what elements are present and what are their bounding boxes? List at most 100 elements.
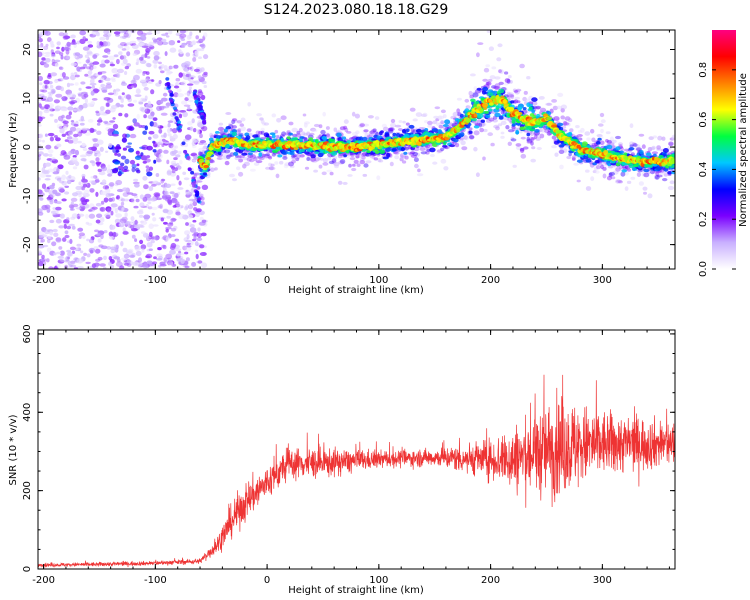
spectrogram-speckle xyxy=(192,233,199,237)
spectrogram-speckle xyxy=(58,225,65,229)
spectrogram-speckle xyxy=(39,82,43,86)
spectrogram-speckle xyxy=(186,245,192,248)
ridge-mark xyxy=(336,129,342,134)
spectrogram-speckle xyxy=(40,61,47,65)
ridge-mark xyxy=(514,89,520,95)
spectrogram-speckle xyxy=(173,157,178,161)
ridge-mark xyxy=(609,142,615,146)
spectrogram-speckle xyxy=(90,90,95,96)
spectrogram-speckle xyxy=(132,83,138,88)
ridge-mark xyxy=(369,154,375,159)
spectrogram-speckle xyxy=(160,178,165,184)
ridge-mark xyxy=(450,115,457,120)
ridge-mark xyxy=(360,122,365,126)
spectrogram-speckle xyxy=(85,261,91,265)
ridge-mark xyxy=(510,138,517,142)
spectrogram-speckle xyxy=(52,207,56,210)
spectrogram-speckle xyxy=(93,246,99,249)
ridge-mark xyxy=(564,116,571,121)
spectrogram-speckle xyxy=(107,51,111,55)
spectrogram-speckle xyxy=(100,206,106,212)
spectrogram-speckle xyxy=(148,248,153,251)
spectrogram-speckle xyxy=(133,74,140,81)
spectrogram-speckle xyxy=(133,195,138,198)
spectrogram-speckle xyxy=(153,55,160,61)
spectrogram-speckle xyxy=(73,123,79,127)
spectrogram-speckle xyxy=(161,33,168,37)
spectrogram-speckle xyxy=(175,82,180,86)
spectrogram-speckle xyxy=(127,103,135,107)
spectrogram-speckle xyxy=(66,41,71,47)
ridge-mark xyxy=(354,113,360,119)
spectrogram-speckle xyxy=(117,153,121,157)
spectrogram-speckle xyxy=(158,80,162,84)
spectrogram-speckle xyxy=(54,50,61,54)
spectrogram-speckle xyxy=(48,106,53,112)
spectrogram-speckle xyxy=(123,262,130,266)
ridge-mark xyxy=(514,96,520,100)
spectrogram-speckle xyxy=(99,263,106,267)
ridge-mark xyxy=(436,122,441,127)
ridge-mark xyxy=(538,96,545,100)
spectrogram-speckle xyxy=(86,253,91,258)
ridge-mark xyxy=(233,151,239,156)
ridge-mark xyxy=(259,117,264,121)
ridge-mark xyxy=(608,171,616,176)
spectrogram-speckle xyxy=(48,149,54,154)
ridge-mark xyxy=(485,64,491,68)
spectrogram-speckle xyxy=(59,128,65,134)
ridge-mark xyxy=(247,128,252,133)
spectrogram-speckle xyxy=(184,206,189,211)
spectrogram-speckle xyxy=(155,124,161,128)
ridge-mark xyxy=(432,120,438,125)
ridge-mark xyxy=(590,128,595,134)
spectrogram-speckle xyxy=(137,264,145,268)
spectrogram-speckle xyxy=(73,72,78,75)
spectrogram-speckle xyxy=(174,203,181,208)
spectrogram-speckle xyxy=(185,257,190,262)
ridge-mark xyxy=(652,135,658,139)
spectrogram-speckle xyxy=(194,249,199,253)
spectrogram-speckle xyxy=(118,222,123,226)
spectrogram-speckle xyxy=(136,163,140,167)
spectrogram-speckle xyxy=(134,238,138,243)
streak-mark xyxy=(169,93,174,97)
ridge-mark xyxy=(203,164,209,169)
spectrogram-speckle xyxy=(182,214,189,220)
spectrogram-speckle xyxy=(89,127,95,133)
spectrogram-speckle xyxy=(112,168,119,174)
spectrogram-speckle xyxy=(114,73,120,78)
spectrogram-speckle xyxy=(104,59,110,64)
ridge-mark xyxy=(460,140,466,146)
streak-mark xyxy=(166,81,171,86)
spectrogram-speckle xyxy=(123,198,130,202)
spectrogram-speckle xyxy=(75,185,82,191)
spectrogram-speckle xyxy=(94,229,99,233)
ridge-mark xyxy=(602,173,607,179)
ridge-mark xyxy=(359,123,365,127)
spectrogram-speckle xyxy=(79,154,87,158)
ridge-mark xyxy=(254,137,261,141)
ridge-mark xyxy=(524,98,530,102)
ridge-mark xyxy=(333,156,338,160)
spectrogram-speckle xyxy=(41,57,46,61)
ridge-mark xyxy=(232,131,237,137)
ridge-mark xyxy=(662,178,668,182)
spectrogram-speckle xyxy=(81,173,86,178)
spectrogram-speckle xyxy=(56,251,61,255)
spectrogram-speckle xyxy=(76,243,82,247)
ridge-mark xyxy=(325,133,331,138)
spectrogram-speckle xyxy=(196,208,202,213)
spectrogram-speckle xyxy=(131,167,136,173)
spectrogram-speckle xyxy=(51,157,56,161)
spectrogram-speckle xyxy=(153,159,157,164)
ridge-mark xyxy=(487,132,494,137)
spectrogram-speckle xyxy=(110,203,118,208)
spectrogram-speckle xyxy=(122,147,127,151)
spectrogram-speckle xyxy=(38,235,44,238)
spectrogram-speckle xyxy=(112,117,116,120)
spectrogram-speckle xyxy=(51,159,59,164)
spectrogram-speckle xyxy=(133,178,139,182)
spectrogram-speckle xyxy=(194,50,199,56)
spectrogram-speckle xyxy=(144,95,148,101)
